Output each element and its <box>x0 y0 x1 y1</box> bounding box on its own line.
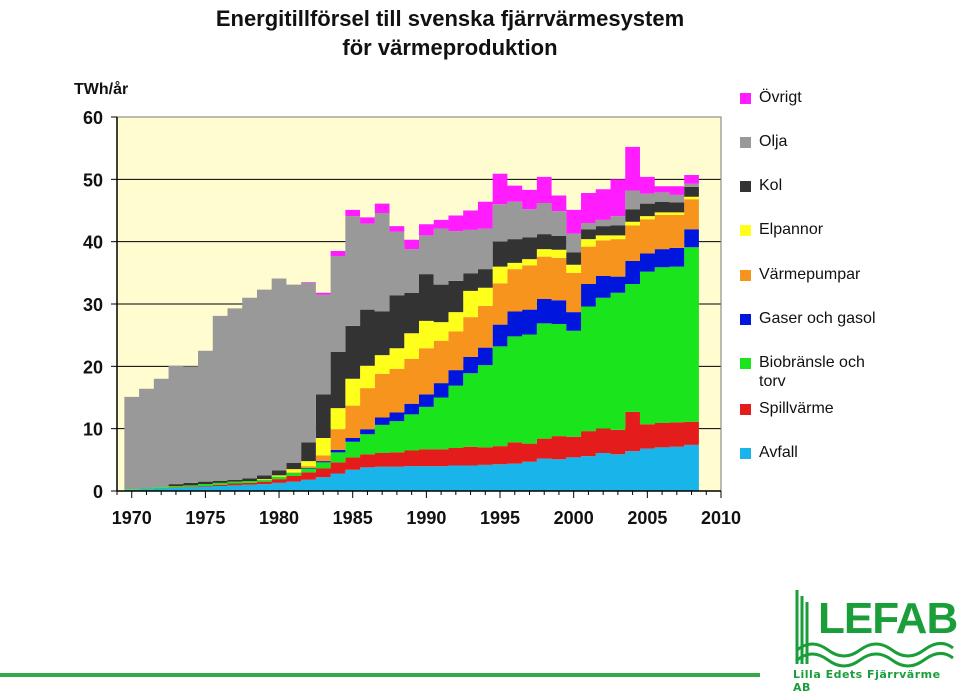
area-series-5 <box>124 196 699 490</box>
legend-label: Övrigt <box>759 89 802 106</box>
lefab-logo-wordmark: LEFAB <box>818 594 958 643</box>
area-series-7 <box>124 183 699 490</box>
footer-line <box>0 673 760 677</box>
area-series-1 <box>124 411 699 490</box>
y-tick-label: 60 <box>83 108 103 128</box>
y-tick-label: 20 <box>83 357 103 377</box>
y-tick-label: 50 <box>83 170 103 190</box>
y-tick-label: 0 <box>93 482 103 502</box>
area-series-3 <box>124 229 699 490</box>
y-tick-label: 30 <box>83 295 103 315</box>
legend-swatch <box>740 358 751 369</box>
area-series-4 <box>124 199 699 490</box>
x-tick-label: 1995 <box>480 508 520 528</box>
area-series-8 <box>124 146 699 397</box>
legend-label: Kol <box>759 177 783 194</box>
legend-swatch <box>740 270 751 281</box>
legend-label: Gaser och gasol <box>759 310 876 327</box>
legend-swatch <box>740 225 751 236</box>
legend-label: Elpannor <box>759 221 824 238</box>
x-tick-label: 1990 <box>406 508 446 528</box>
legend-label: Avfall <box>759 444 798 461</box>
stacked-areas <box>124 146 699 491</box>
legend-swatch <box>740 93 751 104</box>
lefab-logo-icon <box>795 590 954 668</box>
y-tick-label: 10 <box>83 420 103 440</box>
axes: 1970 1975 1980 1985 1990 1995 2000 2005 2010 0 10 2… <box>83 108 741 528</box>
area-series-2 <box>124 247 699 490</box>
legend-swatch <box>740 448 751 459</box>
chart-title: Energitillförsel till svenska fjärrvärme… <box>215 6 685 60</box>
legend-label: Spillvärme <box>759 400 834 417</box>
legend-label: Olja <box>759 133 788 150</box>
x-tick-label: 2010 <box>701 508 741 528</box>
x-tick-label: 1980 <box>259 508 299 528</box>
legend-swatch <box>740 137 751 148</box>
legend-swatch <box>740 404 751 415</box>
x-tick-label: 2005 <box>627 508 667 528</box>
x-tick-label: 1975 <box>185 508 225 528</box>
x-tick-label: 2000 <box>554 508 594 528</box>
lefab-logo-tagline: Lilla Edets Fjärrvärme AB <box>793 668 941 694</box>
area-series-0 <box>124 444 699 491</box>
x-tick-label: 1985 <box>333 508 373 528</box>
y-axis-label: TWh/år <box>74 80 128 98</box>
x-tick-label: 1970 <box>112 508 152 528</box>
legend-swatch <box>740 181 751 192</box>
legend-label: Värmepumpar <box>759 266 861 283</box>
y-tick-label: 40 <box>83 233 103 253</box>
chart-svg: 1970 1975 1980 1985 1990 1995 2000 2005 2010 0 10 2… <box>74 80 741 528</box>
legend-swatch <box>740 314 751 325</box>
legend-label: Biobränsle och torv <box>759 354 865 390</box>
